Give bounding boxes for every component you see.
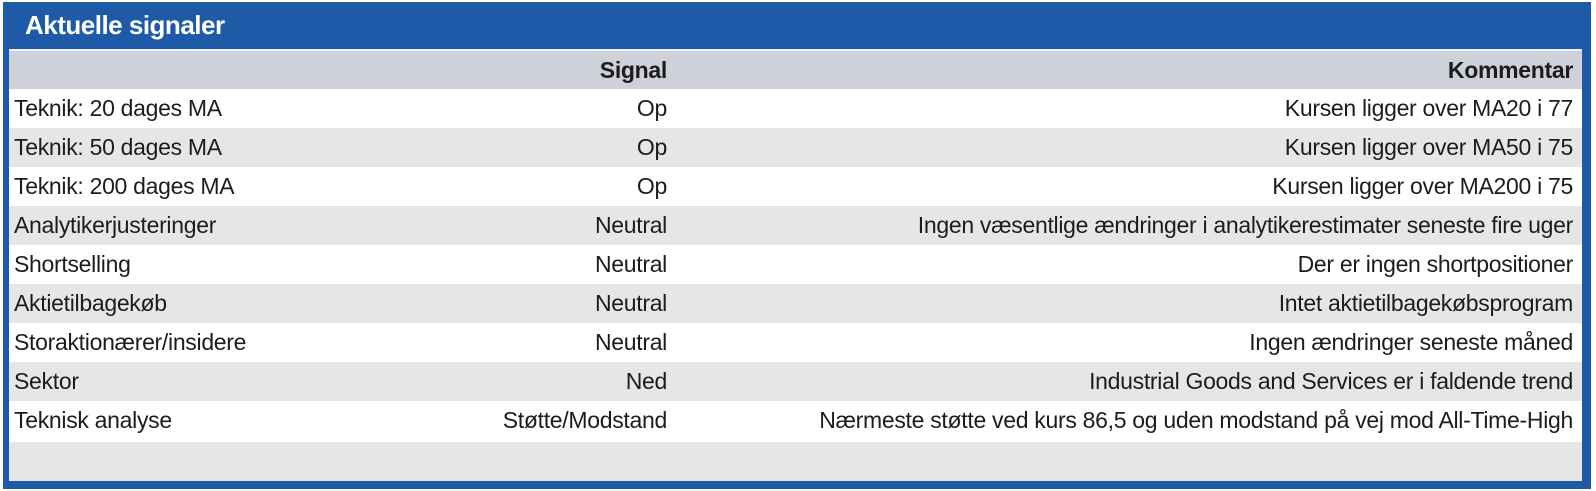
panel-title: Aktuelle signaler [25,10,225,40]
row-label: Sektor [14,368,79,394]
row-label: Teknik: 50 dages MA [14,134,222,160]
table-row: Teknik: 20 dages MA Op Kursen ligger ove… [9,89,1582,128]
row-comment: Ingen væsentlige ændringer i analytikere… [917,212,1574,238]
row-label: Storaktionærer/insidere [14,329,247,355]
row-label: Aktietilbagekøb [14,290,167,316]
table-row: Teknik: 50 dages MA Op Kursen ligger ove… [9,128,1582,167]
row-label: Analytikerjusteringer [14,212,217,238]
row-comment: Intet aktietilbagekøbsprogram [1278,290,1574,316]
row-signal: Op [636,95,667,121]
table-body: Teknik: 20 dages MA Op Kursen ligger ove… [9,89,1582,440]
row-signal: Op [636,134,667,160]
row-comment: Kursen ligger over MA20 i 77 [1284,95,1574,121]
row-comment: Kursen ligger over MA50 i 75 [1284,134,1574,160]
row-signal: Støtte/Modstand [502,407,668,433]
row-signal: Ned [625,368,668,394]
table-row: Shortselling Neutral Der er ingen shortp… [9,245,1582,284]
panel-title-bar: Aktuelle signaler [9,2,1582,51]
header-cell-empty [9,51,443,89]
table-row: Teknisk analyse Støtte/Modstand Nærmeste… [9,401,1582,440]
row-label: Teknisk analyse [14,407,172,433]
row-signal: Neutral [594,251,667,277]
row-signal: Neutral [594,290,667,316]
row-signal: Neutral [594,329,667,355]
table-header-row: Signal Kommentar [9,51,1582,89]
row-signal: Op [636,173,667,199]
header-cell-comment: Kommentar [1447,56,1573,83]
table-row: Analytikerjusteringer Neutral Ingen væse… [9,206,1582,245]
table-row: Storaktionærer/insidere Neutral Ingen æn… [9,323,1582,362]
row-comment: Ingen ændringer seneste måned [1249,329,1573,355]
row-comment: Kursen ligger over MA200 i 75 [1272,173,1573,199]
footer-spacer [9,442,1582,481]
row-comment: Industrial Goods and Services er i falde… [1089,368,1573,394]
signals-panel: Aktuelle signaler Signal Kommentar Tekni… [3,2,1591,489]
row-comment: Nærmeste støtte ved kurs 86,5 og uden mo… [819,407,1573,433]
table-row: Teknik: 200 dages MA Op Kursen ligger ov… [9,167,1582,206]
row-label: Teknik: 20 dages MA [14,95,222,121]
row-label: Teknik: 200 dages MA [14,173,235,199]
table-row: Aktietilbagekøb Neutral Intet aktietilba… [9,284,1582,323]
header-cell-signal: Signal [599,56,668,83]
row-comment: Der er ingen shortpositioner [1297,251,1574,277]
row-label: Shortselling [14,251,131,277]
row-signal: Neutral [594,212,667,238]
table-row: Sektor Ned Industrial Goods and Services… [9,362,1582,401]
